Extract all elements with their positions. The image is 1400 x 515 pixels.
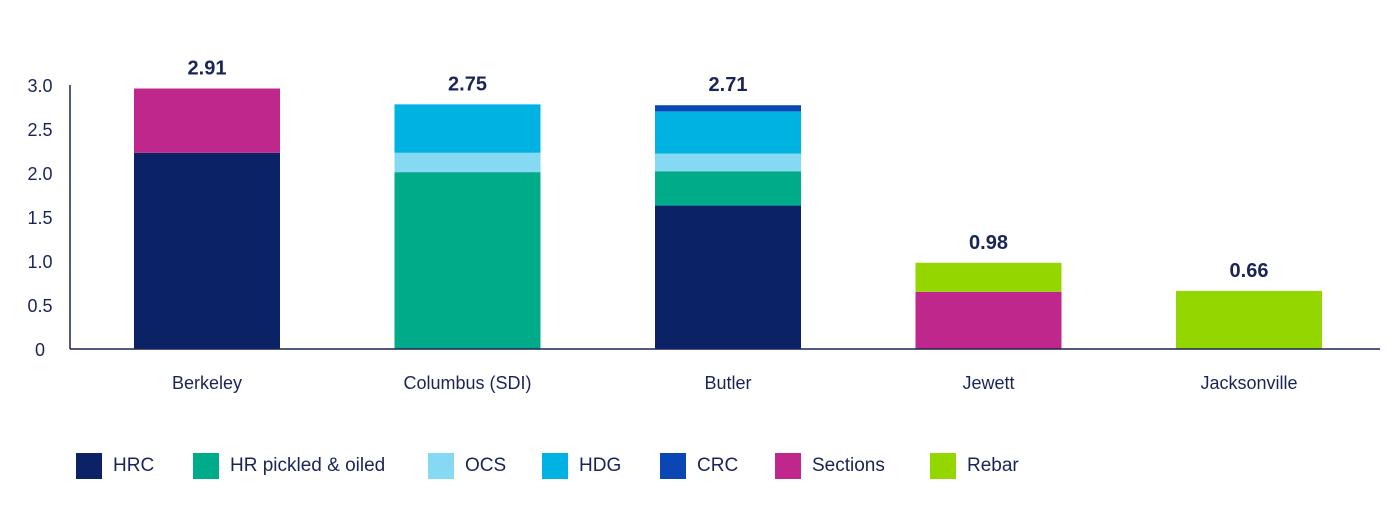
bar-segment (915, 291, 1062, 349)
bar-segment (655, 205, 801, 349)
legend-swatch (775, 453, 801, 479)
bar-total-label: 2.75 (448, 73, 487, 95)
bar-segment (655, 153, 801, 172)
y-tick-label: 1.0 (27, 252, 52, 272)
x-category-label: Berkeley (172, 373, 242, 393)
bar-segment (394, 104, 541, 153)
legend-item: CRC (660, 452, 738, 480)
bar-segment (394, 152, 541, 173)
legend-item: HDG (542, 452, 621, 480)
legend-label: Rebar (967, 455, 1019, 476)
bar-segment (134, 152, 280, 349)
legend-label: HRC (113, 455, 155, 476)
bar-segment (394, 172, 541, 349)
bar-total-label: 0.98 (969, 232, 1008, 254)
legend-swatch (660, 453, 686, 479)
bar-segment (134, 88, 280, 153)
bar-segment (655, 111, 801, 154)
y-tick-label: 2.0 (27, 164, 52, 184)
bar-total-label: 2.71 (709, 74, 748, 96)
legend-swatch (76, 453, 102, 479)
legend-item: Rebar (930, 452, 1019, 480)
legend-label: HR pickled & oiled (230, 455, 386, 476)
y-tick-label: 1.5 (27, 208, 52, 228)
legend-label: Sections (812, 455, 885, 476)
legend-item: OCS (428, 452, 506, 480)
legend-swatch (428, 453, 454, 479)
bar-segment (655, 105, 801, 112)
x-category-label: Butler (704, 373, 751, 393)
legend-swatch (930, 453, 956, 479)
x-category-label: Jewett (962, 373, 1014, 393)
y-tick-label: 0 (35, 340, 45, 360)
bar-total-label: 0.66 (1230, 260, 1269, 282)
bar-total-label: 2.91 (188, 58, 227, 80)
legend-label: HDG (579, 455, 622, 476)
bar-segment (655, 171, 801, 206)
legend-swatch (193, 453, 219, 479)
bar-segment (1176, 290, 1322, 349)
bar-segment (915, 262, 1062, 292)
legend-item: HR pickled & oiled (193, 452, 385, 480)
stacked-bar-chart: 0 0.5 1.0 1.5 2.0 2.5 3.0 2.91 Berkeley 2.75 Colum… (27, 58, 1380, 393)
x-category-label: Jacksonville (1200, 373, 1297, 393)
legend-item: HRC (76, 452, 154, 480)
legend-item: Sections (775, 452, 885, 480)
x-category-label: Columbus (SDI) (403, 373, 531, 393)
legend-label: CRC (697, 455, 739, 476)
legend-swatch (542, 453, 568, 479)
y-tick-label: 2.5 (27, 120, 52, 140)
legend-label: OCS (465, 455, 507, 476)
y-tick-label: 0.5 (27, 296, 52, 316)
y-tick-label: 3.0 (27, 76, 52, 96)
